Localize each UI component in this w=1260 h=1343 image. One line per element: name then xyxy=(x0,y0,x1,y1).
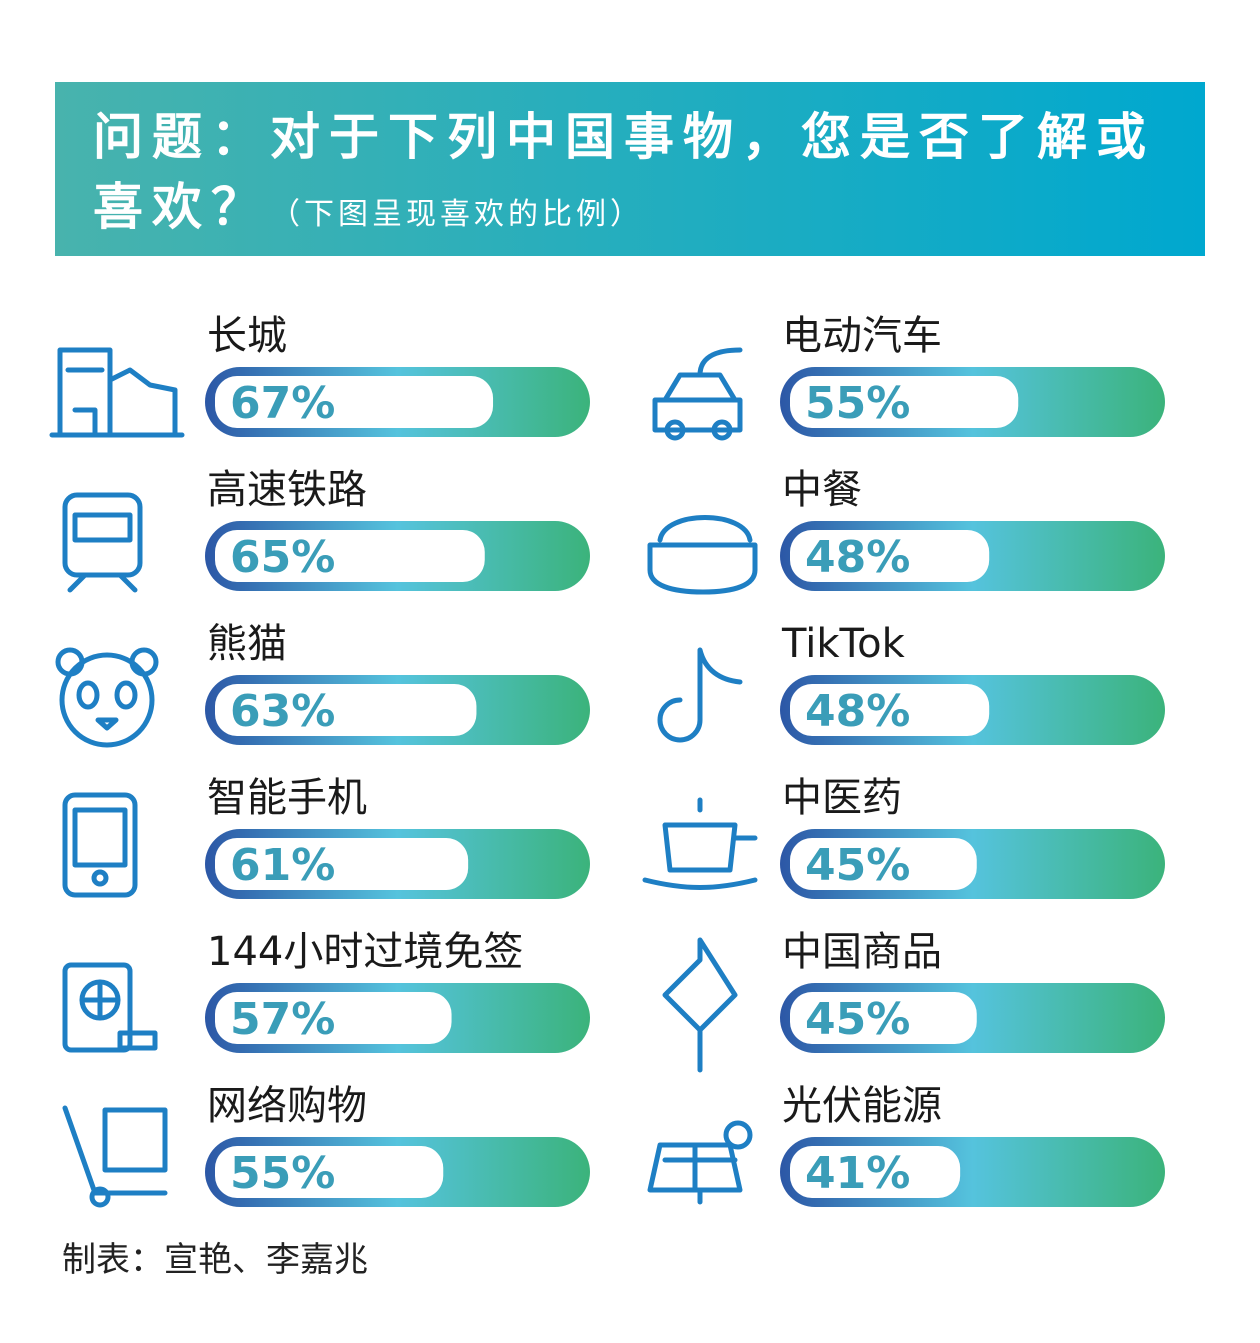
icon-passport xyxy=(62,962,158,1053)
category-label: 144小时过境免签 xyxy=(207,929,523,975)
header: 问题：对于下列中国事物，您是否了解或喜欢？（下图呈现喜欢的比例） xyxy=(55,82,1205,256)
bar xyxy=(790,838,977,890)
bar xyxy=(790,684,990,736)
bar xyxy=(790,530,990,582)
category-label: 中国商品 xyxy=(782,929,942,975)
bar xyxy=(215,992,452,1044)
category-label: 光伏能源 xyxy=(782,1083,942,1129)
value-label: 45% xyxy=(805,994,910,1045)
category-label: 高速铁路 xyxy=(207,467,367,513)
source-note: 制表：宣艳、李嘉兆 xyxy=(62,1240,368,1280)
bar xyxy=(215,376,494,428)
icon-panda xyxy=(55,647,159,748)
value-label: 48% xyxy=(805,686,910,737)
category-label: TikTok xyxy=(781,621,906,667)
category-label: 中餐 xyxy=(782,467,862,513)
value-label: 65% xyxy=(230,532,335,583)
bar xyxy=(215,684,477,736)
bar xyxy=(215,530,485,582)
category-label: 中医药 xyxy=(782,775,902,821)
icon-knot xyxy=(662,937,738,1073)
value-label: 55% xyxy=(805,378,910,429)
value-label: 57% xyxy=(230,994,335,1045)
value-label: 45% xyxy=(805,840,910,891)
bar xyxy=(215,838,469,890)
icon-dumplings xyxy=(647,515,758,595)
icon-solar xyxy=(647,1120,753,1205)
category-label: 智能手机 xyxy=(207,775,367,821)
title-block: 问题：对于下列中国事物，您是否了解或喜欢？（下图呈现喜欢的比例） xyxy=(93,102,1175,250)
icon-train xyxy=(62,492,143,593)
value-label: 63% xyxy=(230,686,335,737)
icon-ev xyxy=(652,347,743,441)
icon-great-wall xyxy=(49,347,185,438)
value-label: 48% xyxy=(805,532,910,583)
category-label: 电动汽车 xyxy=(782,313,942,359)
icon-teapot xyxy=(642,797,758,890)
value-label: 61% xyxy=(230,840,335,891)
icons xyxy=(49,347,758,1208)
value-label: 41% xyxy=(805,1148,910,1199)
icon-phone xyxy=(62,792,138,898)
value-label: 67% xyxy=(230,378,335,429)
chart-subtitle: （下图呈现喜欢的比例） xyxy=(270,197,644,232)
category-label: 熊猫 xyxy=(207,621,287,667)
category-label: 长城 xyxy=(207,313,287,359)
icon-cart xyxy=(62,1105,168,1208)
bar xyxy=(790,992,977,1044)
value-label: 55% xyxy=(230,1148,335,1199)
chart-title: 问题：对于下列中国事物，您是否了解或喜欢？ xyxy=(93,108,1155,236)
bar xyxy=(215,1146,444,1198)
bar xyxy=(790,376,1019,428)
category-label: 网络购物 xyxy=(207,1083,367,1129)
bar xyxy=(790,1146,961,1198)
icon-tiktok xyxy=(657,647,743,743)
